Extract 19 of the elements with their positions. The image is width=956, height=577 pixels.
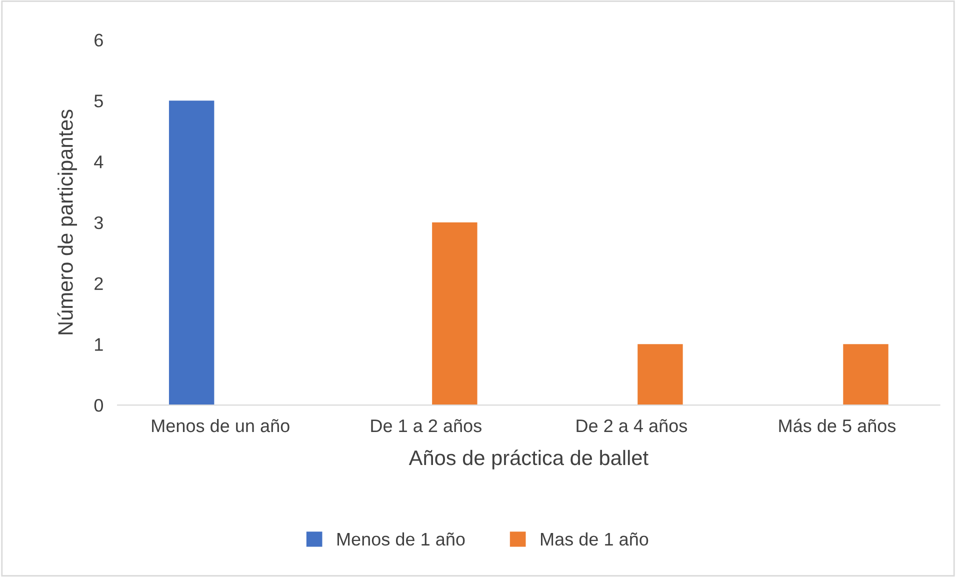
y-tick-label: 3 [94,216,103,230]
y-tick-label: 1 [95,338,103,351]
bar [638,344,683,406]
legend-label: Mas de 1 año [540,532,648,546]
x-axis-title: Años de práctica de ballet [408,450,648,470]
y-tick-label: 0 [94,398,103,412]
x-tick-label: De 1 a 2 años [371,419,482,432]
y-tick-label: 5 [94,94,103,108]
x-tick-label: De 2 a 4 años [576,419,688,432]
y-tick-label: 2 [94,277,103,290]
y-tick-label: 6 [94,34,103,47]
bar [843,344,888,406]
x-tick-label: Más de 5 años [779,418,896,432]
y-tick-label: 4 [94,156,104,168]
x-tick-label: Menos de un año [152,418,290,432]
y-axis-title: Número de participantes [57,110,77,334]
bar [432,222,478,406]
bar [168,100,214,406]
legend-label: Menos de 1 año [337,532,465,546]
